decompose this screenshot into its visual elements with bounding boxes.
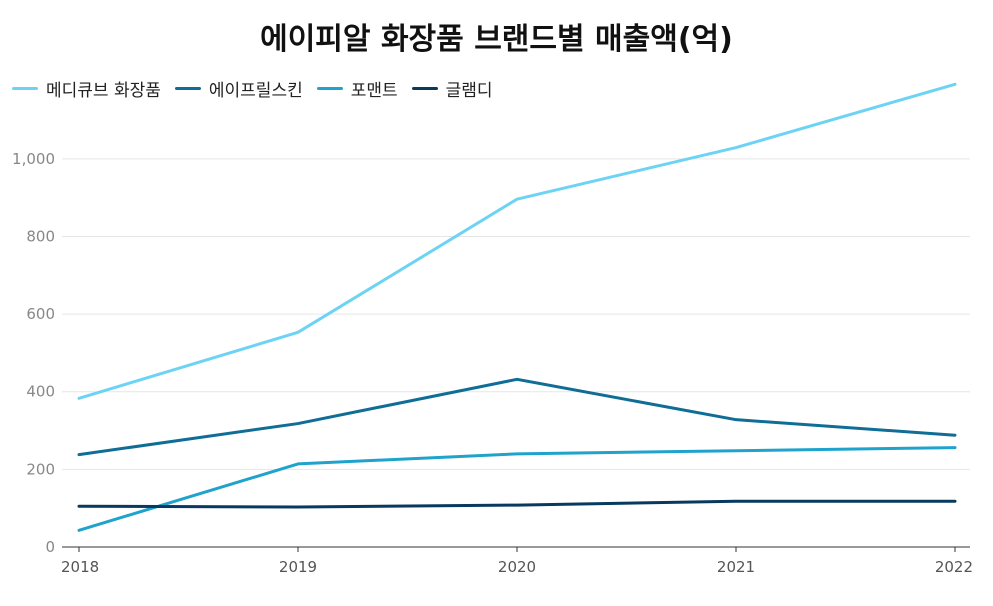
legend-swatch-medicube	[12, 87, 38, 90]
series-line-forment	[77, 446, 957, 532]
x-tick-label: 2018	[61, 558, 99, 576]
legend-item-forment[interactable]: 포맨트	[316, 76, 398, 101]
legend-label-forment: 포맨트	[350, 81, 398, 101]
y-tick-label: 1,000	[12, 150, 55, 168]
y-tick-label: 400	[26, 383, 55, 401]
legend-item-aprilskin[interactable]: 에이프릴스킨	[174, 76, 303, 101]
x-tick-label: 2020	[498, 558, 536, 576]
legend-swatch-glamd	[411, 87, 438, 90]
y-tick-label: 200	[26, 460, 55, 478]
legend-swatch-forment	[316, 87, 343, 90]
x-tick-label: 2021	[717, 558, 755, 576]
chart-title: 에이피알 화장품 브랜드별 매출액(억)	[260, 22, 733, 57]
legend-label-glamd: 글램디	[445, 81, 493, 101]
x-tick-label: 2019	[279, 558, 317, 576]
legend-swatch-aprilskin	[174, 87, 201, 90]
legend-label-aprilskin: 에이프릴스킨	[208, 81, 303, 101]
legend-item-medicube[interactable]: 메디큐브 화장품	[12, 76, 161, 101]
legend-item-glamd[interactable]: 글램디	[411, 76, 493, 101]
legend-label-medicube: 메디큐브 화장품	[46, 81, 161, 101]
series-line-glamd	[77, 499, 957, 509]
series-line-aprilskin	[77, 377, 957, 457]
y-tick-label: 800	[26, 227, 55, 245]
legend: 메디큐브 화장품 에이프릴스킨 포맨트 글램디	[12, 76, 493, 101]
y-tick-label: 600	[26, 305, 55, 323]
series-line-medicube	[77, 82, 957, 400]
x-tick-label: 2022	[935, 558, 973, 576]
y-tick-label: 0	[45, 538, 55, 556]
